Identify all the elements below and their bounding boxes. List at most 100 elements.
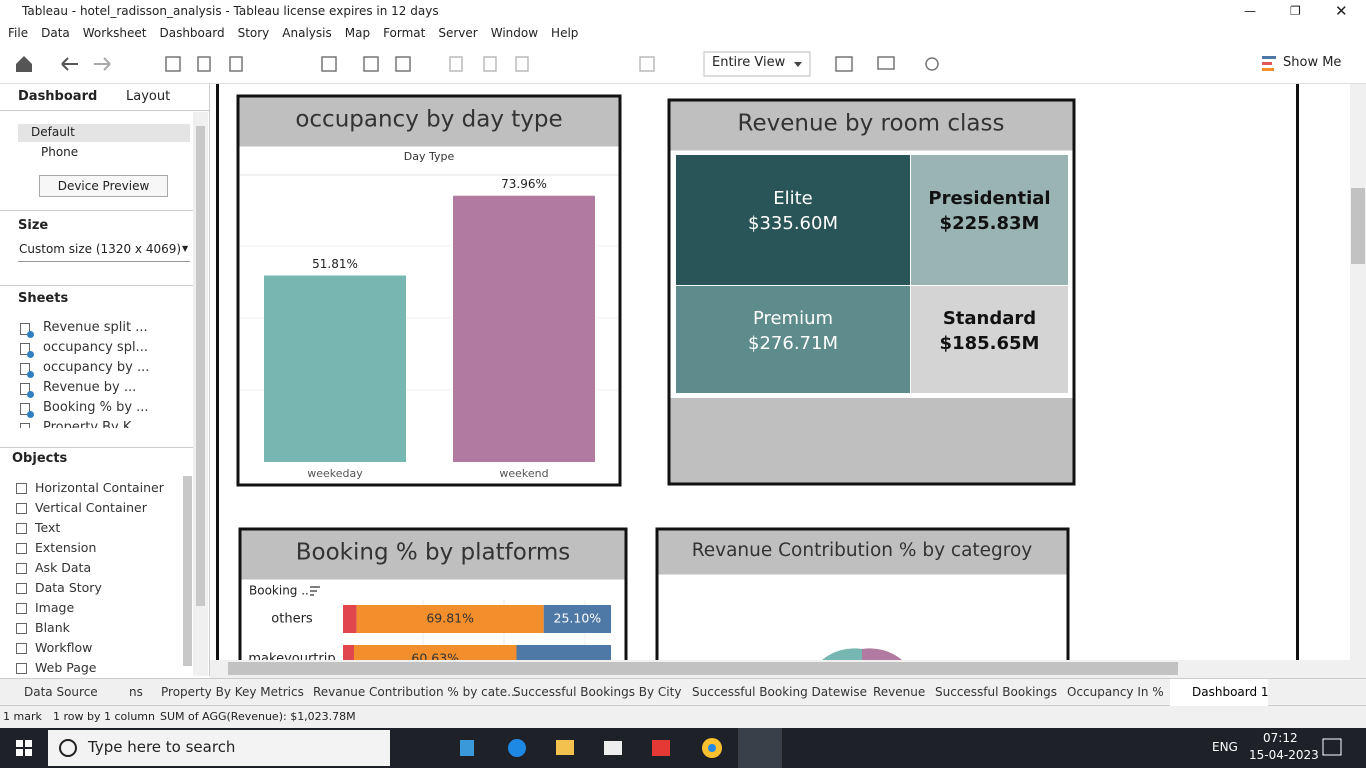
cell-label: Presidential	[928, 188, 1050, 209]
sheet-badge	[27, 331, 34, 338]
title-bar: Tableau - hotel_radisson_analysis - Tabl…	[0, 0, 1366, 22]
sheet-item[interactable]: Property By K...	[43, 420, 144, 428]
sheet-item[interactable]: Revenue split ...	[43, 320, 148, 335]
sheet-tab[interactable]: Data Source	[24, 685, 98, 699]
sheet-icon	[20, 423, 30, 428]
notifications[interactable]	[1322, 738, 1342, 756]
treemap-cell	[911, 155, 1068, 285]
object-item[interactable]: Vertical Container	[35, 500, 147, 515]
scroll-thumb[interactable]	[196, 126, 205, 606]
device[interactable]: Phone	[41, 145, 79, 159]
scrollbar[interactable]	[1350, 84, 1366, 660]
back-icon[interactable]	[61, 57, 78, 71]
restore[interactable]: ❐	[1290, 4, 1301, 18]
cell-value: $185.65M	[940, 333, 1040, 354]
search-box[interactable]	[48, 730, 390, 766]
sheet-tab[interactable]: Successful Booking Datewise	[692, 685, 867, 699]
toolbar-icons	[16, 51, 1276, 77]
object-item[interactable]: Web Page	[35, 660, 97, 675]
active-app[interactable]	[738, 728, 782, 768]
object-item[interactable]: Horizontal Container	[35, 480, 164, 495]
sheet-tab[interactable]: ns	[129, 685, 143, 699]
object-item[interactable]: Ask Data	[35, 560, 92, 575]
sheet-tab[interactable]: Revenue	[873, 685, 926, 699]
app-icon[interactable]	[604, 741, 622, 755]
menu-item[interactable]: Story	[237, 26, 270, 40]
object-item[interactable]: Data Story	[35, 580, 102, 595]
menu-item[interactable]: Worksheet	[82, 26, 147, 40]
date: 15-04-2023	[1249, 748, 1319, 762]
show-me[interactable]: Show Me	[1283, 55, 1342, 70]
show-me-icon	[1262, 68, 1274, 71]
start-button[interactable]	[16, 740, 32, 756]
treemap-cell	[676, 286, 910, 393]
show-me-icon	[1262, 56, 1276, 59]
show-me-icon	[1262, 62, 1272, 65]
sheet-tab[interactable]: Property By Key Metrics	[161, 685, 304, 699]
tab[interactable]: Dashboard	[18, 89, 98, 104]
status-text: 1 row by 1 column	[53, 710, 155, 723]
sheet-item[interactable]: occupancy spl...	[43, 340, 148, 355]
taskbar: Type here to search ENG 07:12 15-04-2023	[0, 728, 1366, 768]
object-item[interactable]: Blank	[35, 620, 70, 635]
sheet-item[interactable]: Booking % by ...	[43, 400, 149, 415]
scroll-thumb[interactable]	[183, 476, 192, 666]
sheet-tab[interactable]: Successful Bookings	[935, 685, 1057, 699]
menu-item[interactable]: Dashboard	[159, 26, 225, 40]
menu-item[interactable]: Window	[490, 26, 539, 40]
app-icon[interactable]	[460, 740, 474, 756]
cell-value: $276.71M	[748, 333, 838, 354]
device[interactable]: Default	[31, 125, 75, 139]
view-dropdown[interactable]	[703, 51, 811, 77]
menu-item[interactable]: Map	[344, 26, 371, 40]
scroll-thumb[interactable]	[1351, 188, 1365, 264]
button[interactable]: Device Preview	[39, 175, 168, 197]
dropdown-arrow: ▼	[182, 244, 189, 253]
view-label: Entire View	[712, 55, 786, 70]
menu-item[interactable]: Format	[383, 26, 426, 40]
object-item[interactable]: Text	[35, 520, 61, 535]
object-item[interactable]: Extension	[35, 540, 97, 555]
app-icon[interactable]	[508, 739, 526, 757]
cell-value: $335.60M	[748, 213, 838, 234]
sheet-tab[interactable]: Successful Bookings By City	[513, 685, 682, 699]
panel-header	[670, 101, 1073, 151]
treemap-cell	[676, 155, 910, 285]
scroll-thumb[interactable]	[228, 662, 1178, 675]
menu-item[interactable]: Help	[551, 26, 579, 40]
side-panel: Dashboard Layout Default Phone Device Pr…	[0, 84, 210, 676]
sheet-tab[interactable]: Occupancy In %	[1067, 685, 1164, 699]
object-icon	[16, 523, 27, 534]
object-item[interactable]: Workflow	[35, 640, 93, 655]
language: ENG	[1212, 740, 1238, 754]
object-item[interactable]: Image	[35, 600, 75, 615]
app-icon[interactable]	[556, 740, 574, 755]
cell-label: Premium	[753, 308, 833, 329]
toolbar: Entire View Show Me	[0, 44, 1366, 84]
close[interactable]: ✕	[1335, 2, 1348, 20]
sheet-item[interactable]: Revenue by ...	[43, 380, 137, 395]
sheet-badge	[27, 411, 34, 418]
minimize[interactable]: —	[1244, 4, 1256, 18]
menu-item[interactable]: File	[8, 26, 29, 40]
forward-icon[interactable]	[94, 57, 111, 71]
treemap-cell	[911, 286, 1068, 393]
home-icon[interactable]	[16, 56, 32, 72]
menu-item[interactable]: Analysis	[282, 26, 332, 40]
section-title: Size	[18, 218, 49, 233]
sheet-item[interactable]: occupancy by ...	[43, 360, 150, 375]
section-title: Sheets	[18, 291, 69, 306]
tool-icons	[165, 56, 939, 72]
menu-item[interactable]: Data	[41, 26, 70, 40]
object-list: Horizontal Container Vertical Container Te…	[0, 480, 182, 676]
sheet-tab[interactable]: Revanue Contribution % by cate...	[313, 685, 519, 699]
size-value[interactable]: Custom size (1320 x 4069)	[19, 242, 182, 256]
tab[interactable]: Layout	[126, 89, 171, 104]
panel-header	[239, 97, 619, 147]
app-icon[interactable]	[652, 740, 670, 756]
section-title: Objects	[12, 451, 68, 466]
row-label: others	[271, 612, 313, 627]
cell-label: Standard	[943, 308, 1036, 329]
sheet-tab[interactable]: Dashboard 1	[1192, 685, 1269, 699]
menu-item[interactable]: Server	[438, 26, 478, 40]
